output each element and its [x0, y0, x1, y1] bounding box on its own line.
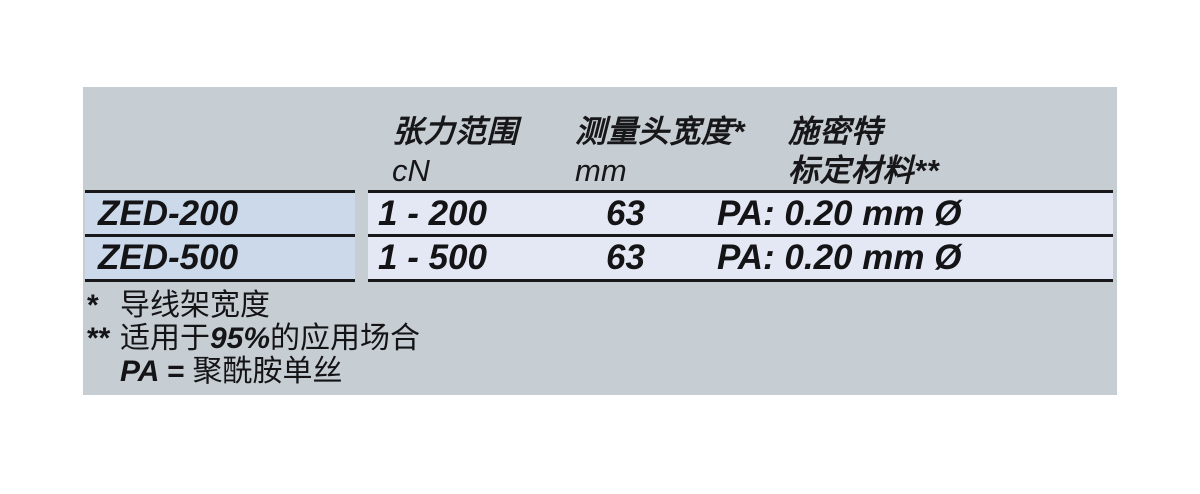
footnote-text: 导线架宽度	[120, 289, 270, 322]
footnote-text-suffix: 的应用场合	[270, 322, 421, 355]
column-header-tension-range-unit: cN	[392, 153, 430, 188]
model-name: ZED-500	[98, 238, 239, 277]
head-width-value: 63	[606, 238, 645, 277]
model-name: ZED-200	[98, 193, 239, 233]
footnote-applicability: ** 适用于95%的应用场合	[83, 322, 420, 355]
column-header-tension-range: 张力范围 cN	[392, 112, 518, 190]
column-header-calibration-line2: 标定材料**	[788, 153, 940, 188]
footnote-guide-width: * 导线架宽度	[83, 289, 420, 322]
spec-table-panel: 张力范围 cN 测量头宽度* mm 施密特 标定材料** ZED-200 ZED…	[83, 87, 1117, 395]
calibration-material-value: PA: 0.20 mm Ø	[717, 193, 962, 233]
table-row-data-zed-500: 1 - 500 63 PA: 0.20 mm Ø	[368, 237, 1113, 282]
footnote-marker	[83, 355, 120, 388]
tension-range-value: 1 - 200	[378, 193, 487, 233]
footnote-text: PA = 聚酰胺单丝	[120, 355, 343, 388]
head-width-value: 63	[606, 193, 645, 233]
footnote-text-emphasis: 95%	[210, 322, 271, 355]
calibration-material-value: PA: 0.20 mm Ø	[717, 238, 962, 277]
tension-range-value: 1 - 500	[378, 238, 487, 277]
footnote-marker: *	[87, 289, 99, 322]
column-header-calibration-material: 施密特 标定材料**	[788, 112, 939, 190]
footnote-marker: **	[87, 322, 111, 355]
table-row-model-zed-500: ZED-500	[85, 237, 355, 282]
column-header-head-width-label: 测量头宽度*	[575, 114, 746, 149]
footnote-text-suffix: 聚酰胺单丝	[192, 355, 343, 388]
table-row-model-zed-200: ZED-200	[85, 193, 355, 237]
table-row-data-zed-200: 1 - 200 63 PA: 0.20 mm Ø	[368, 193, 1113, 237]
model-column: ZED-200 ZED-500	[85, 190, 355, 282]
column-header-head-width: 测量头宽度* mm	[575, 112, 745, 190]
footnote-text: 适用于95%的应用场合	[120, 322, 420, 355]
footnotes: * 导线架宽度 ** 适用于95%的应用场合 PA = 聚酰胺单丝	[83, 289, 420, 388]
column-header-calibration-line1: 施密特	[788, 114, 883, 149]
footnote-pa-definition: PA = 聚酰胺单丝	[83, 355, 420, 388]
column-header-tension-range-label: 张力范围	[392, 114, 518, 149]
footnote-text-prefix: 适用于	[120, 322, 210, 355]
footnote-text-emphasis: PA =	[120, 355, 193, 388]
column-header-head-width-unit: mm	[575, 153, 627, 188]
data-columns: 1 - 200 63 PA: 0.20 mm Ø 1 - 500 63 PA: …	[368, 190, 1113, 282]
